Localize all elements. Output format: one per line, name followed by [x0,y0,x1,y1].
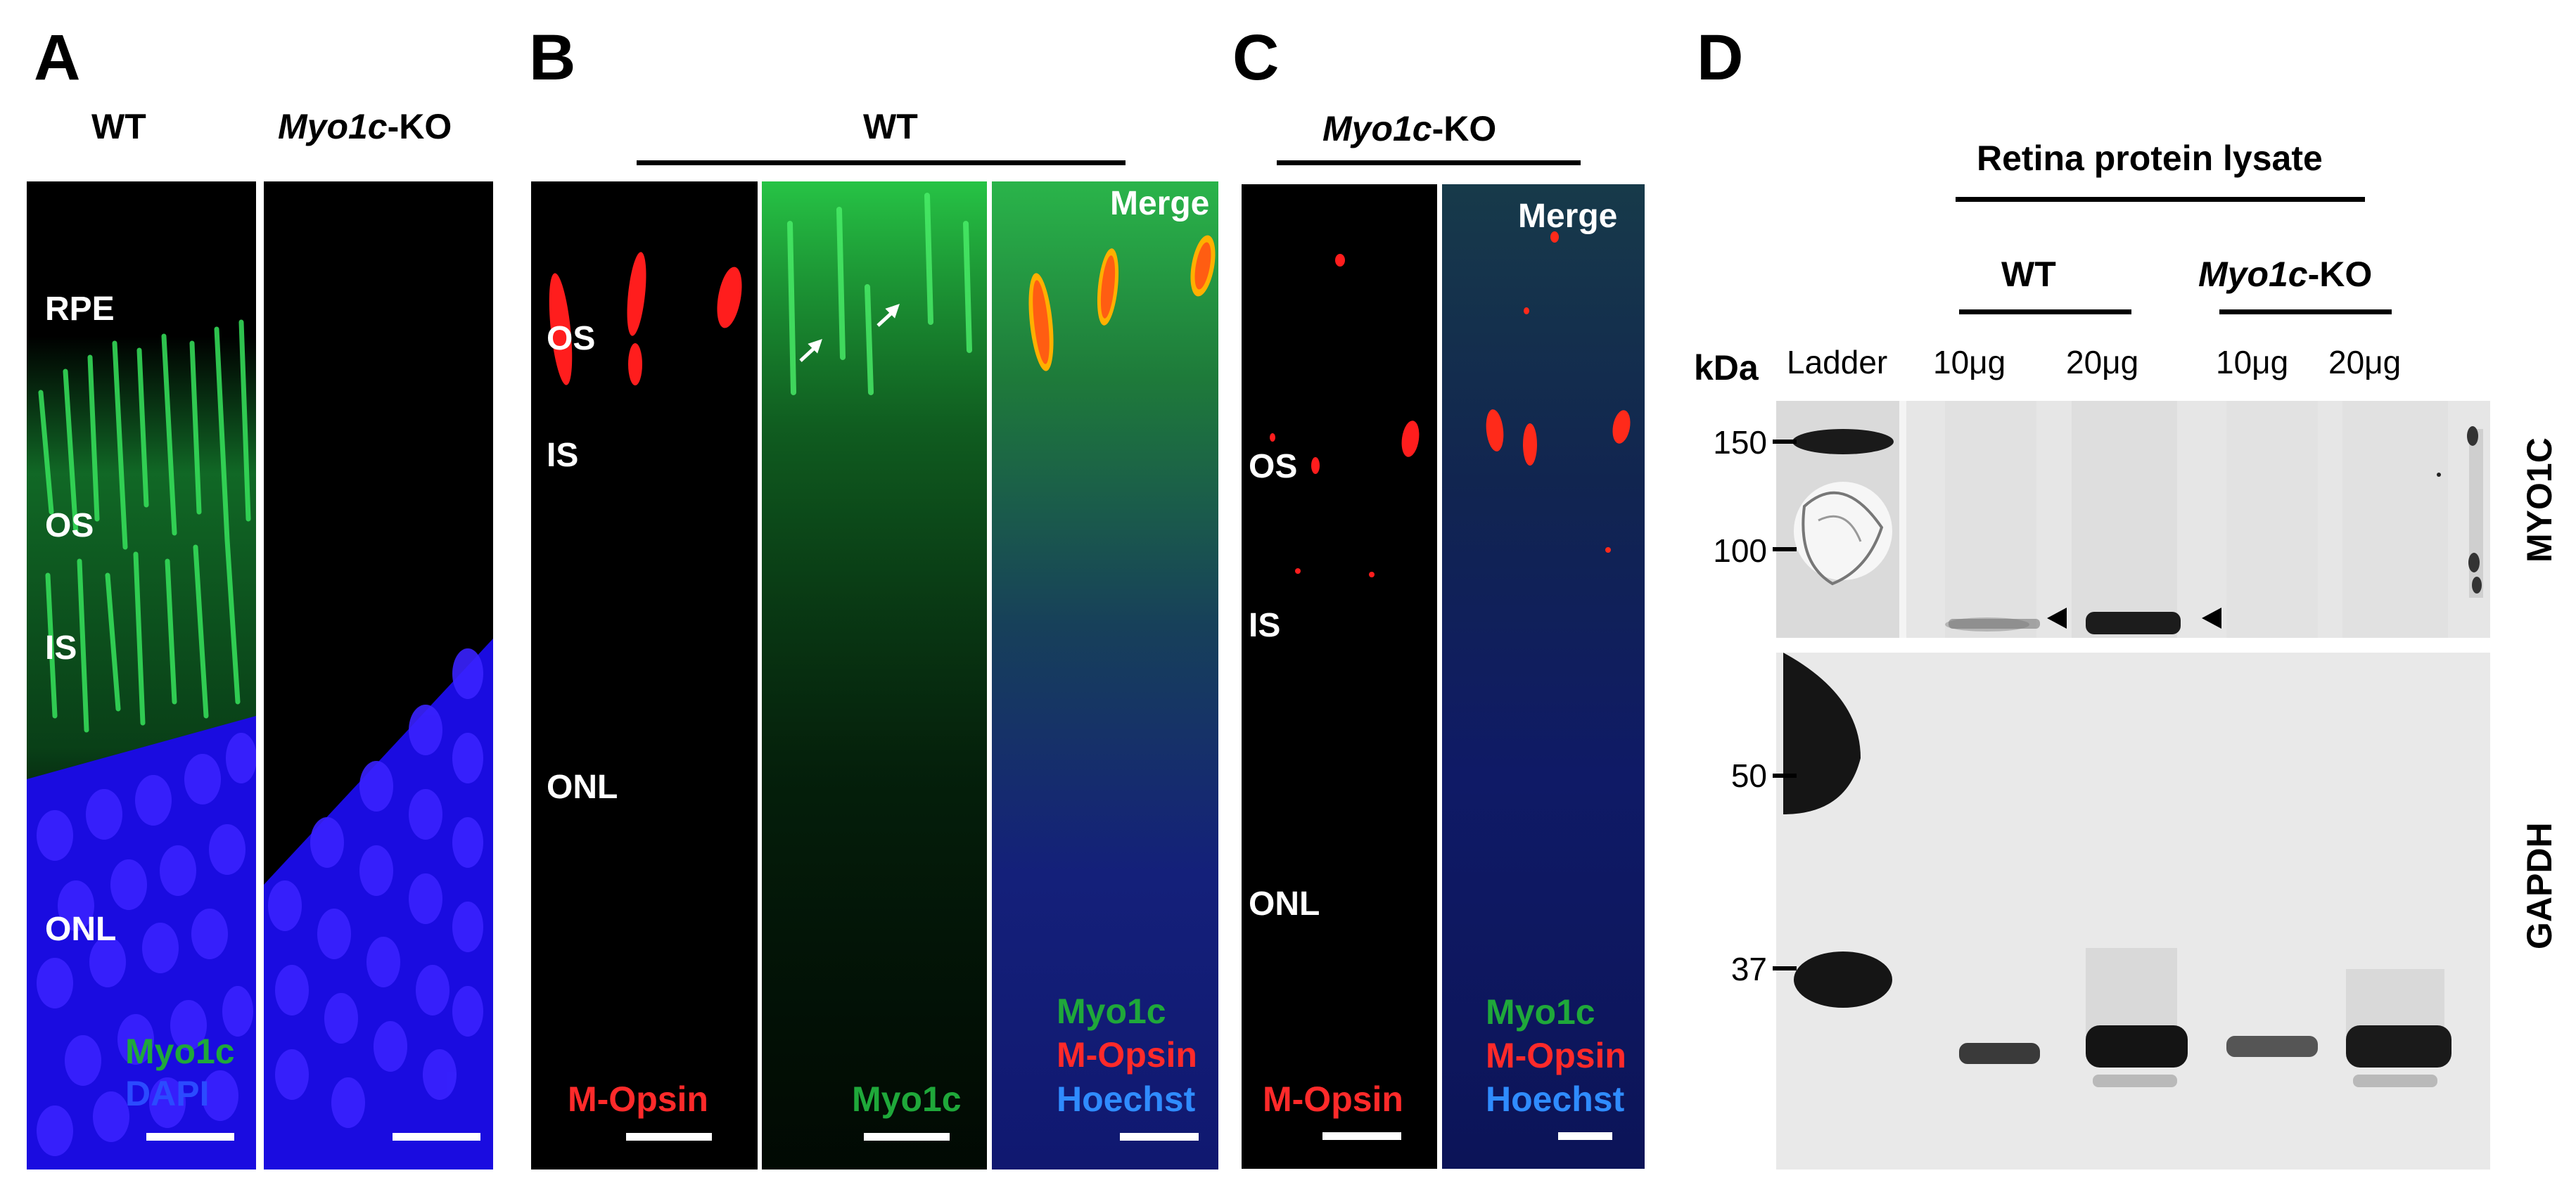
panel-d-lane-ko-10: 10μg [2216,344,2289,380]
panel-d-marker-50: 50 [1730,757,1767,794]
panel-d-arrowhead-2 [2202,608,2221,629]
panel-d-unit-label: kDa [1694,348,1759,387]
panel-d-group-wt-rule [1959,309,2131,314]
panel-b-merge-channel-hoechst: Hoechst [1057,1079,1196,1119]
panel-b-myo1c-scalebar [864,1133,950,1141]
panel-b-myo1c-image: Myo1c [762,181,987,1169]
panel-b-myo1c-label: Myo1c [852,1079,962,1119]
panel-b-layer-os: OS [547,320,596,357]
panel-a-wt-scalebar [146,1133,234,1141]
panel-a-ko-header: Myo1c-KO [278,107,452,146]
panel-c-letter: C [1232,22,1280,94]
panel-a-letter: A [34,22,81,94]
panel-c-merge-scalebar [1558,1132,1612,1140]
panel-d-myo1c-label: MYO1C [2520,437,2559,563]
panel-c-mopsin-micrograph [1242,184,1437,1169]
panel-b-merge-micrograph [992,181,1218,1169]
panel-c-merge-channel-myo1c: Myo1c [1486,992,1595,1032]
panel-d-gapdh-blot [1776,653,2490,1169]
panel-d-lane-wt-10: 10μg [1933,344,2006,380]
panel-d-group-ko: Myo1c-KO [2198,255,2373,294]
panel-d-marker-50-tick [1773,774,1797,778]
panel-b-mopsin-image: OS IS ONL M-Opsin [531,181,758,1169]
panel-d-marker-100: 100 [1713,532,1767,569]
panel-c-mopsin-label: M-Opsin [1263,1079,1403,1119]
panel-a-ko-image [264,181,493,1169]
panel-d-marker-100-tick [1773,547,1797,551]
panel-b-mopsin-micrograph [531,181,758,1169]
panel-a-layer-is: IS [45,629,77,667]
panel-c-header-rule [1277,160,1581,165]
panel-d-group-wt: WT [2001,255,2056,294]
panel-c-merge-channel-hoechst: Hoechst [1486,1079,1625,1119]
panel-b-layer-onl: ONL [547,769,618,806]
panel-d-marker-150-tick [1773,440,1797,444]
panel-a-layer-onl: ONL [45,911,117,948]
panel-b-letter: B [529,22,576,94]
panel-d-group-ko-rule [2219,309,2392,314]
panel-d-letter: D [1697,22,1744,94]
panel-b-wt-header: WT [863,107,918,146]
panel-d-myo1c-blot [1776,401,2490,638]
panel-c-layer-os: OS [1249,448,1298,485]
panel-b-layer-is: IS [547,437,579,474]
panel-a-wt-image: RPE OS IS ONL Myo1c DAPI [27,181,256,1169]
panel-b-merge-image: Merge Myo1c M-Opsin Hoechst [992,181,1218,1169]
panel-b-myo1c-micrograph [762,181,987,1169]
panel-b-merge-channel-myo1c: Myo1c [1057,992,1166,1031]
panel-c-merge-channel-mopsin: M-Opsin [1486,1036,1626,1075]
panel-d-marker-150: 150 [1713,424,1767,461]
panel-a-channel-dapi: DAPI [125,1074,210,1113]
panel-c-mopsin-image: OS IS ONL M-Opsin [1242,184,1437,1169]
panel-d-marker-37-tick [1773,966,1797,970]
panel-d-myo1c-blot-image [1776,401,2490,638]
panel-b-merge-scalebar [1120,1133,1199,1141]
panel-a-ko-scalebar [393,1133,480,1141]
panel-c-merge-image: Merge Myo1c M-Opsin Hoechst [1442,184,1645,1169]
panel-b-merge-label: Merge [1110,185,1210,222]
panel-d-lane-ko-20: 20μg [2328,344,2402,380]
panel-d-title: Retina protein lysate [1977,139,2323,178]
panel-c-merge-micrograph [1442,184,1645,1169]
panel-a-wt-micrograph [27,181,256,1169]
panel-c-ko-header: Myo1c-KO [1322,109,1497,148]
panel-a-wt-header: WT [91,107,146,146]
panel-d-lane-ladder: Ladder [1787,344,1888,380]
panel-a-ko-micrograph [264,181,493,1169]
panel-d-gapdh-blot-image [1776,653,2490,1169]
panel-a-layer-rpe: RPE [45,290,115,328]
panel-c-layer-onl: ONL [1249,885,1320,923]
panel-b-mopsin-label: M-Opsin [568,1079,708,1119]
panel-d-marker-37: 37 [1730,951,1767,987]
panel-d-gapdh-label: GAPDH [2520,822,2559,949]
panel-d-title-rule [1956,197,2365,202]
panel-b-header-rule [637,160,1126,165]
panel-c-mopsin-scalebar [1322,1132,1401,1140]
panel-d-lane-wt-20: 20μg [2066,344,2139,380]
panel-d-arrowhead-1 [2047,608,2067,629]
panel-b-merge-channel-mopsin: M-Opsin [1057,1035,1197,1075]
panel-c-layer-is: IS [1249,607,1281,644]
panel-a-layer-os: OS [45,507,94,544]
panel-c-merge-label: Merge [1518,198,1618,235]
panel-b-mopsin-scalebar [626,1133,712,1141]
panel-a-channel-myo1c: Myo1c [125,1032,235,1071]
